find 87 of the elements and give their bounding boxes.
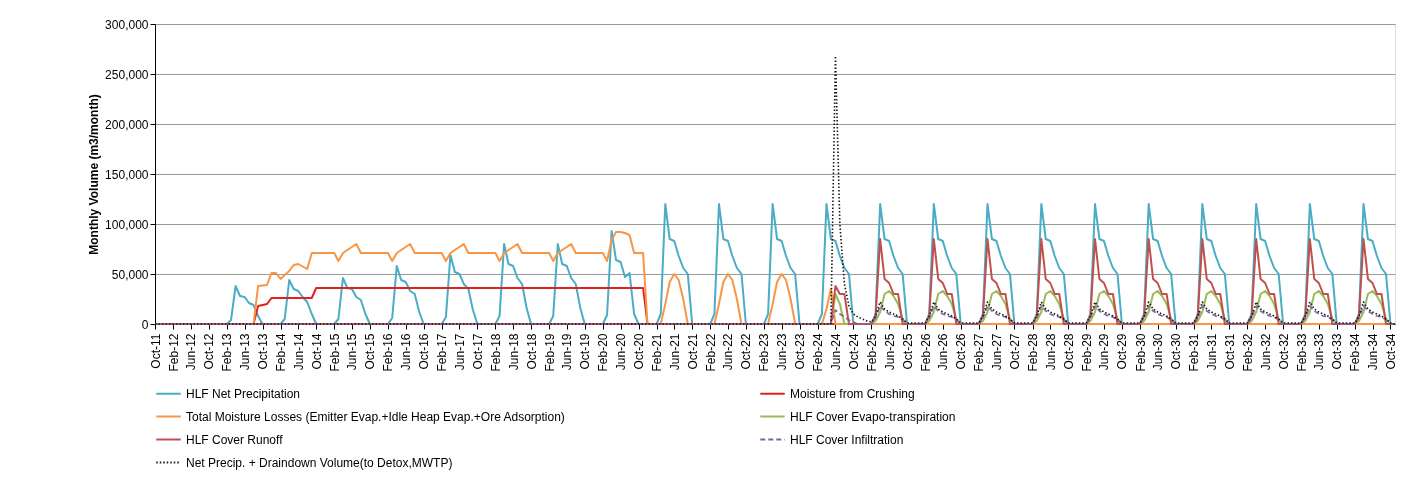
x-tick-label: Oct-13 [256,333,270,370]
x-tick-label: Feb-20 [596,333,611,372]
x-tick-label: Feb-19 [542,333,557,372]
x-tick-label: Oct-34 [1383,333,1398,370]
y-tick-label: 200,000 [105,117,149,132]
x-tick-label: Oct-32 [1276,333,1291,370]
x-tick-label: Jun-13 [238,333,253,371]
x-tick-label: Oct-11 [148,333,163,369]
x-tick-label: Feb-34 [1348,333,1363,372]
x-tick-label: Oct-30 [1169,333,1184,370]
x-tick-label: Oct-12 [202,333,217,370]
x-tick-label: Oct-29 [1115,333,1130,370]
line-series [154,305,1396,325]
x-tick-label: Jun-26 [936,333,951,371]
x-tick-label: Jun-12 [184,333,199,371]
y-tick-label: 300,000 [105,17,149,32]
x-tick-label: Feb-28 [1026,333,1040,372]
x-tick-label: Feb-25 [864,333,879,372]
x-tick-label: Oct-24 [846,333,861,370]
x-tick-label: Oct-31 [1222,333,1237,370]
x-tick-label: Feb-17 [435,333,450,372]
x-tick-label: Jun-21 [667,333,682,371]
x-tick-label: Oct-20 [632,333,647,370]
x-tick-label: Oct-17 [470,333,485,370]
x-tick-label: Feb-21 [650,333,665,372]
x-tick-label: Oct-25 [900,333,915,370]
y-tick-label: 100,000 [105,217,149,232]
legend-label: Moisture from Crushing [790,386,915,401]
x-tick-label: Jun-20 [614,333,629,371]
x-tick-label: Oct-15 [363,333,378,370]
x-tick-label: Jun-16 [399,333,414,371]
x-tick-label: Jun-33 [1312,333,1327,371]
x-tick-label: Jun-29 [1097,333,1112,371]
y-tick-label: 250,000 [105,67,149,82]
x-tick-label: Jun-23 [775,333,790,371]
x-tick-label: Jun-25 [882,333,897,371]
x-tick-label: Oct-26 [954,333,969,370]
x-tick-label: Feb-29 [1079,333,1094,372]
x-tick-label: Oct-22 [739,333,754,370]
x-tick-label: Feb-16 [381,333,396,372]
legend-label: HLF Net Precipitation [186,386,301,401]
x-tick-label: Jun-34 [1366,333,1380,371]
legend-label: Total Moisture Losses (Emitter Evap.+Idle Heap Evap.+Ore Adsorption) [186,409,565,424]
legend-label: HLF Cover Infiltration [790,432,904,447]
x-tick-label: Jun-31 [1204,333,1219,371]
x-tick-label: Feb-24 [811,333,826,372]
x-tick-label: Feb-12 [166,333,181,372]
x-tick-label: Feb-15 [327,333,342,372]
y-axis-title: Monthly Volume (m3/month) [87,94,102,255]
x-tick-label: Jun-28 [1043,333,1058,371]
x-tick-label: Feb-31 [1187,333,1202,372]
x-tick-label: Oct-27 [1007,333,1022,370]
x-tick-label: Oct-33 [1330,333,1345,370]
x-tick-label: Oct-14 [309,333,324,370]
y-tick-label: 150,000 [105,167,149,182]
x-tick-label: Feb-13 [220,333,235,372]
x-tick-label: Jun-15 [345,333,360,371]
x-tick-label: Oct-21 [685,333,700,370]
y-tick-label: 0 [141,317,149,332]
x-tick-label: Jun-19 [560,333,575,371]
legend-label: Net Precip. + Draindown Volume(to Detox,MWTP) [186,455,453,470]
x-tick-label: Oct-19 [578,333,593,370]
y-tick-label: 50,000 [111,267,149,282]
x-tick-label: Oct-23 [793,333,808,370]
x-tick-label: Feb-30 [1133,333,1148,372]
legend-label: HLF Cover Runoff [186,432,284,447]
x-tick-label: Feb-18 [488,333,503,372]
line-series [154,55,1396,325]
x-tick-label: Jun-17 [452,333,467,371]
x-tick-label: Feb-26 [918,333,933,372]
x-tick-label: Feb-33 [1294,333,1309,372]
x-tick-label: Feb-23 [757,333,772,372]
x-tick-label: Oct-18 [524,333,539,370]
x-tick-label: Jun-30 [1151,333,1166,371]
x-tick-label: Jun-32 [1258,333,1273,371]
x-tick-label: Feb-22 [703,333,718,372]
x-tick-label: Jun-22 [721,333,736,371]
x-tick-label: Jun-14 [291,333,306,371]
legend-label: HLF Cover Evapo-transpiration [790,409,956,424]
x-tick-label: Jun-27 [989,333,1004,371]
x-tick-label: Feb-14 [274,333,289,372]
x-tick-label: Jun-24 [828,333,843,371]
x-tick-label: Jun-18 [506,333,521,371]
x-tick-label: Feb-32 [1240,333,1255,372]
x-tick-label: Oct-28 [1061,333,1076,370]
x-tick-label: Feb-27 [972,333,987,372]
x-tick-label: Oct-16 [417,333,432,370]
